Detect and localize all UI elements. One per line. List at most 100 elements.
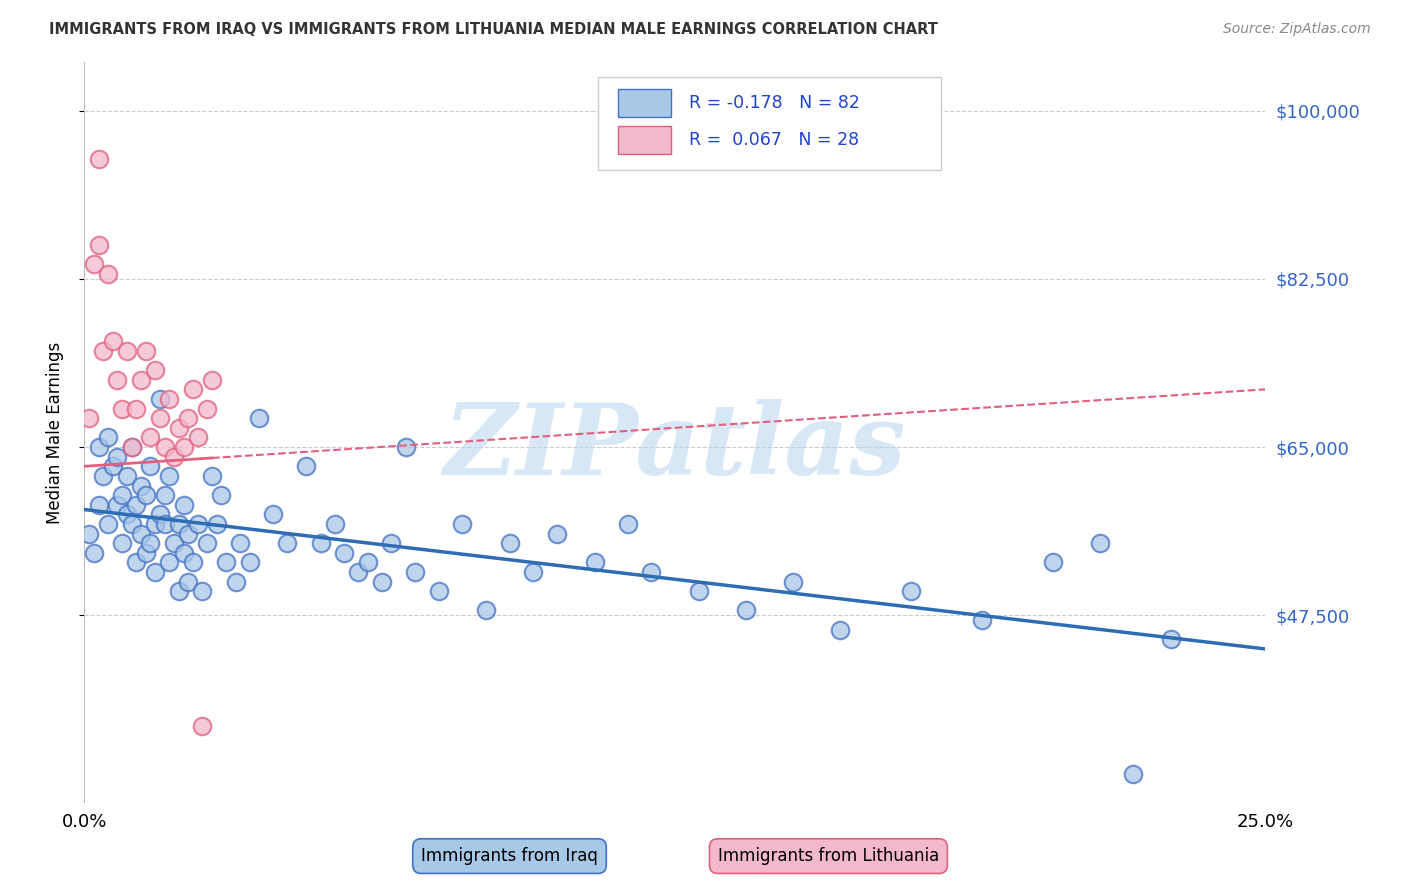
Point — [215, 556, 238, 570]
Point — [1160, 632, 1182, 647]
Point — [91, 343, 114, 358]
Point — [181, 382, 204, 396]
Point — [107, 373, 129, 387]
Text: ZIPatlas: ZIPatlas — [444, 400, 905, 496]
Text: Source: ZipAtlas.com: Source: ZipAtlas.com — [1223, 22, 1371, 37]
Point — [177, 411, 200, 425]
Point — [153, 440, 176, 454]
Point — [77, 526, 100, 541]
Point — [498, 536, 520, 550]
Point — [121, 440, 143, 454]
Point — [129, 478, 152, 492]
Point — [153, 516, 176, 531]
Point — [87, 238, 110, 252]
Point — [347, 565, 370, 579]
Point — [121, 440, 143, 454]
Text: IMMIGRANTS FROM IRAQ VS IMMIGRANTS FROM LITHUANIA MEDIAN MALE EARNINGS CORRELATI: IMMIGRANTS FROM IRAQ VS IMMIGRANTS FROM … — [49, 22, 938, 37]
Y-axis label: Median Male Earnings: Median Male Earnings — [45, 342, 63, 524]
Point — [83, 257, 105, 271]
Point — [475, 603, 498, 617]
Point — [143, 565, 166, 579]
Point — [181, 556, 204, 570]
Point — [970, 613, 993, 627]
Point — [167, 516, 190, 531]
Point — [427, 584, 450, 599]
Point — [295, 459, 318, 474]
Text: Immigrants from Lithuania: Immigrants from Lithuania — [718, 847, 939, 865]
Point — [451, 516, 474, 531]
Point — [87, 498, 110, 512]
Point — [163, 536, 186, 550]
Point — [1042, 556, 1064, 570]
Point — [187, 430, 209, 444]
Point — [125, 401, 148, 416]
Point — [239, 556, 262, 570]
Point — [333, 546, 356, 560]
Point — [323, 516, 346, 531]
Point — [830, 623, 852, 637]
Point — [205, 516, 228, 531]
Point — [357, 556, 380, 570]
Point — [125, 556, 148, 570]
Point — [247, 411, 270, 425]
Point — [522, 565, 544, 579]
Point — [111, 488, 134, 502]
Point — [262, 508, 284, 522]
Point — [782, 574, 804, 589]
Point — [167, 421, 190, 435]
Point — [546, 526, 568, 541]
Point — [380, 536, 402, 550]
Point — [201, 373, 224, 387]
Text: R = -0.178   N = 82: R = -0.178 N = 82 — [689, 95, 860, 112]
Point — [91, 469, 114, 483]
Bar — [619, 89, 671, 117]
Point — [121, 516, 143, 531]
Point — [404, 565, 426, 579]
Point — [900, 584, 922, 599]
Point — [87, 440, 110, 454]
Point — [191, 584, 214, 599]
Point — [97, 516, 120, 531]
Point — [157, 556, 180, 570]
Point — [143, 516, 166, 531]
Point — [149, 411, 172, 425]
FancyBboxPatch shape — [598, 78, 941, 169]
Point — [195, 401, 218, 416]
Point — [173, 440, 195, 454]
Point — [167, 584, 190, 599]
Point — [371, 574, 394, 589]
Point — [135, 343, 157, 358]
Point — [157, 392, 180, 406]
Bar — [619, 126, 671, 154]
Point — [640, 565, 662, 579]
Point — [394, 440, 416, 454]
Point — [177, 574, 200, 589]
Point — [101, 459, 124, 474]
Point — [87, 152, 110, 166]
Point — [83, 546, 105, 560]
Point — [195, 536, 218, 550]
Point — [173, 546, 195, 560]
Point — [115, 469, 138, 483]
Point — [276, 536, 298, 550]
Point — [734, 603, 756, 617]
Point — [115, 508, 138, 522]
Point — [583, 556, 606, 570]
Point — [77, 411, 100, 425]
Point — [129, 373, 152, 387]
Point — [135, 546, 157, 560]
Text: Immigrants from Iraq: Immigrants from Iraq — [420, 847, 598, 865]
Point — [209, 488, 232, 502]
Point — [115, 343, 138, 358]
Point — [225, 574, 247, 589]
Point — [149, 392, 172, 406]
Point — [139, 430, 162, 444]
Point — [177, 526, 200, 541]
Point — [139, 536, 162, 550]
Point — [97, 267, 120, 281]
Point — [157, 469, 180, 483]
Point — [125, 498, 148, 512]
Point — [1088, 536, 1111, 550]
Point — [229, 536, 252, 550]
Point — [97, 430, 120, 444]
